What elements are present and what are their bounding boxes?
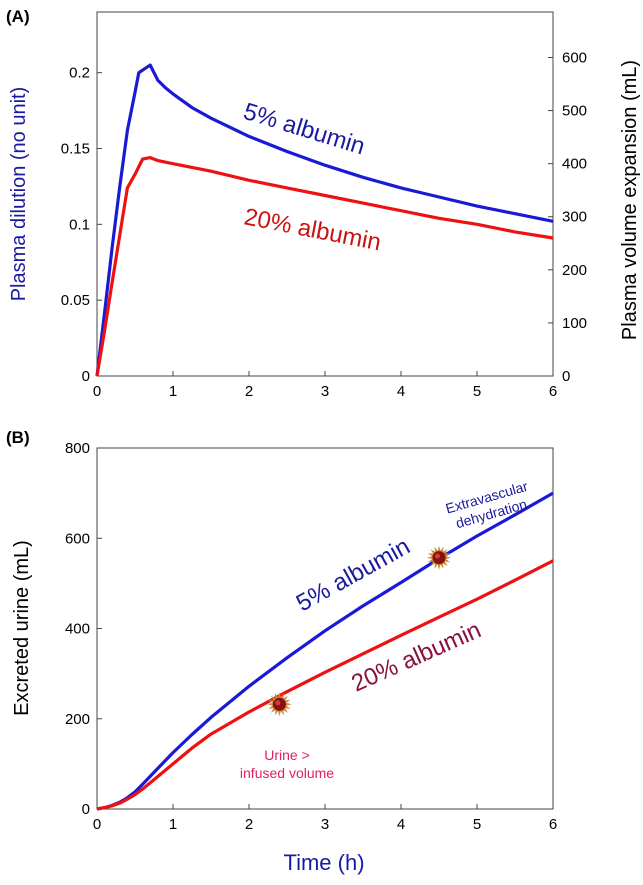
panel-a-y2label: Plasma volume expansion (mL) [619,60,641,340]
panel-a-y-tick-label: 0.1 [69,216,90,233]
panel-a-annotation-20pct: 20% albumin [242,203,383,256]
panel-a-y2-tick-label: 0 [562,368,570,385]
panel-b-xlabel: Time (h) [283,850,364,875]
panel-a-y2-tick-label: 100 [562,315,587,332]
panel-a-x-tick-label: 0 [93,383,101,400]
panel-b-marker-urine-exceeds-infused [267,692,292,717]
panel-b-note-dehydration: Extravasculardehydration [444,478,535,533]
panel-b-series-line-5pct-albumin [96,491,554,811]
panel-b-markers [267,545,451,717]
panel-a-series-line-20pct-albumin [95,156,554,377]
panel-a-label: (A) [6,7,30,26]
panel-b-x-tick-label: 0 [93,816,101,833]
panel-a-y2-tick-label: 500 [562,103,587,120]
panel-b-x-tick-label: 1 [169,816,177,833]
panel-b-y-tick-label: 800 [65,440,90,457]
panel-a-x-tick-label: 4 [397,383,405,400]
panel-b-x-tick-label: 6 [549,816,557,833]
panel-a-y-tick-label: 0.05 [61,292,90,309]
panel-a-y-tick-label: 0 [82,368,90,385]
panel-a-y2-tick-label: 300 [562,209,587,226]
panel-a-annotation-5pct: 5% albumin [240,98,368,160]
panel-b-y-axis: 0 200 400 600 800 [65,440,102,818]
panel-b-x-tick-label: 4 [397,816,405,833]
panel-a-series-line-5pct-albumin [95,63,554,377]
panel-b-annotation-5pct: 5% albumin [292,533,415,617]
panel-b-series-line-20pct-albumin [96,559,554,811]
panel-a-y2-axis: 0 100 200 300 400 500 600 [548,49,587,385]
panel-b-y-tick-label: 200 [65,711,90,728]
panel-a-y2-tick-label: 600 [562,49,587,66]
panel-b-x-tick-label: 5 [473,816,481,833]
panel-b-x-axis: 0 1 2 3 4 5 6 [93,804,557,833]
panel-b-note-urine: Urine > infused volume [240,747,334,781]
panel-b-y-tick-label: 400 [65,621,90,638]
panel-a-y-tick-label: 0.15 [61,141,90,158]
panel-a-series [95,63,554,377]
panel-a-x-tick-label: 1 [169,383,177,400]
panel-a-x-tick-label: 5 [473,383,481,400]
panel-b-series [96,491,554,811]
panel-b-ylabel: Excreted urine (mL) [11,540,33,716]
panel-b-x-tick-label: 3 [321,816,329,833]
panel-a-y-tick-label: 0.2 [69,65,90,82]
panel-b-y-tick-label: 0 [82,801,90,818]
panel-a-x-tick-label: 2 [245,383,253,400]
panel-a-y2-tick-label: 200 [562,262,587,279]
panel-a-y2-tick-label: 400 [562,156,587,173]
panel-b-x-tick-label: 2 [245,816,253,833]
panel-a-x-tick-label: 3 [321,383,329,400]
panel-a-y-axis: 0 0.05 0.1 0.15 0.2 [61,65,102,385]
panel-a-x-tick-label: 6 [549,383,557,400]
panel-b-marker-extravascular-dehydration [427,545,451,570]
panel-a-x-axis: 0 1 2 3 4 5 6 [93,371,557,400]
panel-b-label: (B) [6,428,30,447]
panel-a-ylabel: Plasma dilution (no unit) [8,87,30,302]
panel-b-y-tick-label: 600 [65,530,90,547]
